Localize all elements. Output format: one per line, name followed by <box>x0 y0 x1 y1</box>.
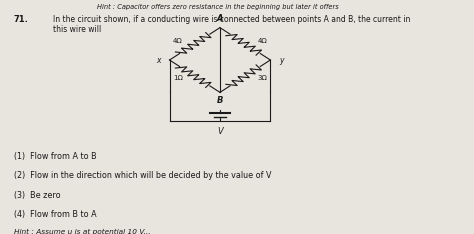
Text: A: A <box>217 14 223 23</box>
Text: 4Ω: 4Ω <box>173 38 182 44</box>
Text: Hint : Capacitor offers zero resistance in the beginning but later it offers: Hint : Capacitor offers zero resistance … <box>97 4 339 10</box>
Text: V: V <box>217 127 223 136</box>
Text: x: x <box>156 55 161 65</box>
Text: 1Ω: 1Ω <box>173 75 182 81</box>
Text: 3Ω: 3Ω <box>257 75 267 81</box>
Text: (2)  Flow in the direction which will be decided by the value of V: (2) Flow in the direction which will be … <box>14 171 271 180</box>
Text: (1)  Flow from A to B: (1) Flow from A to B <box>14 152 97 161</box>
Text: (3)  Be zero: (3) Be zero <box>14 190 61 200</box>
Text: 71.: 71. <box>14 15 29 24</box>
Text: In the circuit shown, if a conducting wire is connected between points A and B, : In the circuit shown, if a conducting wi… <box>53 15 410 34</box>
Text: 4Ω: 4Ω <box>257 38 267 44</box>
Text: Hint : Assume u is at potential 10 V...: Hint : Assume u is at potential 10 V... <box>14 229 150 234</box>
Text: y: y <box>279 55 283 65</box>
Text: (4)  Flow from B to A: (4) Flow from B to A <box>14 210 97 219</box>
Text: B: B <box>217 96 223 105</box>
